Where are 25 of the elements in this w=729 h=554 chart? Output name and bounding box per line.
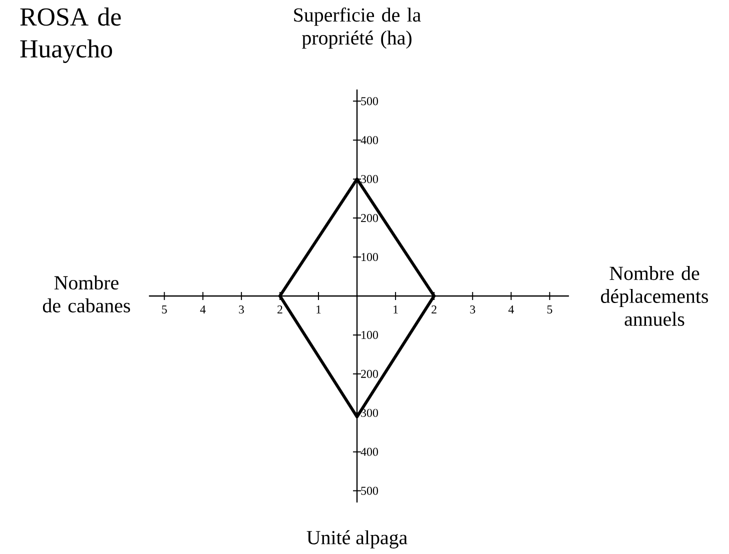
text: Unité alpaga: [306, 530, 408, 548]
y-tick-label: 500: [361, 97, 378, 106]
x-tick-label: 2: [277, 306, 282, 314]
y-tick-label: 500: [361, 486, 378, 495]
x-tick-label: 4: [200, 306, 206, 314]
x-tick-label: 4: [508, 306, 514, 314]
x-tick-label: 5: [547, 306, 552, 314]
x-axis-title: Nombre de déplacements annuels: [600, 266, 708, 326]
x-tick-label: 1: [316, 306, 321, 314]
y-tick-label: 100: [362, 330, 378, 339]
x-tick-label: 3: [239, 306, 244, 314]
y-axis-title: Superficie de la propriété (ha): [294, 8, 421, 49]
x-tick-label: 1: [394, 306, 398, 314]
y-tick-label: 400: [360, 136, 378, 144]
x-tick-label: 3: [470, 306, 476, 314]
x-tick-label: 2: [432, 306, 436, 314]
x-tick-label: 5: [162, 306, 167, 314]
y-tick-label: 400: [360, 448, 378, 456]
y-tick-label: 300: [361, 175, 378, 184]
y-tick-label: 200: [361, 370, 378, 378]
y-tick-label: 300: [361, 408, 378, 417]
text: Nombre de cabanes: [42, 276, 130, 312]
y-tick-label: 100: [362, 252, 378, 262]
y-tick-label: 200: [361, 214, 378, 222]
chart-title: ROSA de Huaycho: [20, 8, 121, 63]
